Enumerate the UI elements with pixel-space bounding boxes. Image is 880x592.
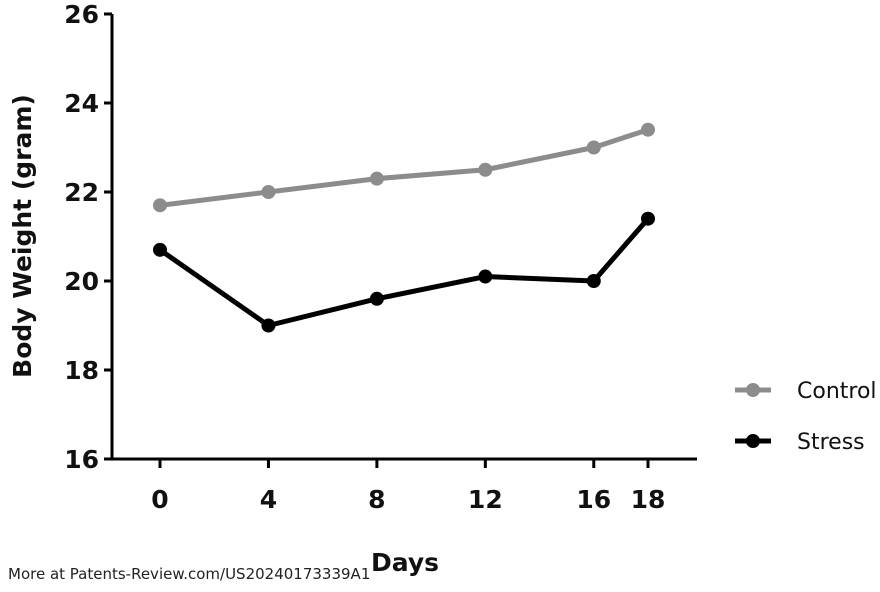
legend: Control Stress	[735, 379, 877, 455]
y-axis-title: Body Weight (gram)	[8, 94, 37, 378]
data-point-stress	[641, 212, 655, 226]
data-point-control	[641, 123, 655, 137]
series-line-control	[160, 130, 648, 206]
axes	[111, 14, 697, 459]
data-point-stress	[153, 243, 167, 257]
y-ticks: 16 18 20 22 24 26	[64, 0, 112, 474]
data-point-control	[153, 198, 167, 212]
x-ticks: 0 4 8 12 16 18	[151, 459, 665, 514]
data-point-control	[261, 185, 275, 199]
series-line-stress	[160, 219, 648, 326]
series-layer	[153, 123, 655, 333]
legend-swatch-marker	[746, 383, 760, 397]
series-control	[153, 123, 655, 213]
legend-item-control: Control	[735, 379, 877, 404]
x-tick-label: 4	[260, 485, 277, 514]
y-tick-label: 18	[64, 356, 99, 385]
legend-label: Control	[797, 379, 877, 404]
x-tick-label: 0	[151, 485, 168, 514]
x-tick-label: 12	[468, 485, 503, 514]
data-point-control	[478, 163, 492, 177]
x-tick-label: 18	[631, 485, 666, 514]
x-tick-label: 8	[368, 485, 385, 514]
y-tick-label: 26	[64, 0, 99, 29]
y-tick-label: 20	[64, 267, 99, 296]
data-point-stress	[587, 274, 601, 288]
data-point-stress	[261, 319, 275, 333]
data-point-stress	[478, 270, 492, 284]
y-tick-label: 24	[64, 89, 99, 118]
data-point-control	[587, 141, 601, 155]
x-axis-title: Days	[371, 548, 439, 577]
data-point-stress	[370, 292, 384, 306]
series-stress	[153, 212, 655, 333]
legend-label: Stress	[797, 430, 865, 455]
legend-item-stress: Stress	[735, 430, 865, 455]
data-point-control	[370, 172, 384, 186]
source-footer: More at Patents-Review.com/US20240173339…	[8, 565, 370, 583]
y-tick-label: 16	[64, 445, 99, 474]
x-tick-label: 16	[576, 485, 611, 514]
legend-swatch-marker	[746, 434, 760, 448]
y-tick-label: 22	[64, 178, 99, 207]
